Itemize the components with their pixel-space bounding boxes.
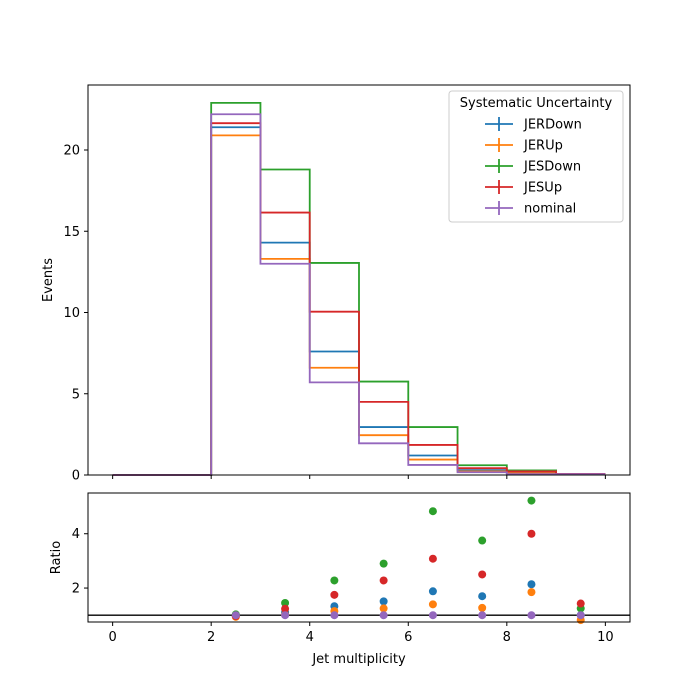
ratio-point-jesup	[379, 576, 388, 585]
ratio-axes-frame	[87, 492, 631, 623]
ratio-point-jesdown	[379, 559, 388, 568]
ratio-x-tick-label: 0	[108, 630, 116, 645]
ratio-point-nominal	[231, 611, 240, 620]
ratio-point-jesup	[527, 529, 536, 538]
ratio-point-nominal	[428, 611, 437, 620]
main-y-tick-label: 20	[63, 144, 80, 159]
ratio-point-nominal	[527, 611, 536, 620]
legend-label-jerdown: JERDown	[523, 118, 582, 133]
ratio-point-jesup	[281, 604, 290, 613]
ratio-y-tick-label: 2	[72, 582, 80, 597]
main-y-tick-label: 10	[63, 306, 80, 321]
ratio-point-nominal	[330, 611, 339, 620]
ratio-point-jesdown	[281, 598, 290, 607]
ratio-point-jerdown	[478, 592, 487, 601]
ratio-x-tick-label: 2	[207, 630, 215, 645]
ratio-point-jesup	[330, 590, 339, 599]
legend-label-jesup: JESUp	[523, 181, 562, 196]
ratio-point-jesup	[478, 570, 487, 579]
ratio-y-axis-label: Ratio	[49, 541, 64, 574]
ratio-plot-area	[88, 496, 630, 625]
legend-label-jesdown: JESDown	[523, 160, 581, 175]
ratio-panel: 0 2 4 6 8 10 2 4 Ratio Jet multiplicity	[49, 492, 631, 667]
ratio-point-nominal	[281, 611, 290, 620]
ratio-point-jesup	[576, 599, 585, 608]
ratio-point-jesdown	[330, 576, 339, 585]
main-y-tick-label: 15	[63, 225, 80, 240]
ratio-point-jesdown	[478, 536, 487, 545]
ratio-point-jerdown	[379, 597, 388, 606]
ratio-point-jerup	[428, 600, 437, 609]
ratio-point-nominal	[478, 611, 487, 620]
ratio-x-tick-label: 6	[404, 630, 412, 645]
main-plot-area	[112, 101, 606, 476]
ratio-axes: 0 2 4 6 8 10 2 4	[72, 527, 614, 645]
ratio-point-jerup	[527, 588, 536, 597]
main-histogram-panel: 0 5 10 15 20 Events	[41, 84, 631, 484]
legend-label-jerup: JERUp	[523, 139, 563, 154]
legend: Systematic Uncertainty JERDown JERUp JESDo…	[448, 90, 624, 223]
legend-items: JERDown JERUp JESDown JESUp nominal	[485, 117, 582, 217]
main-axes: 0 5 10 15 20	[63, 144, 606, 484]
ratio-point-jerdown	[428, 587, 437, 596]
legend-label-nominal: nominal	[524, 202, 576, 217]
ratio-point-jesdown	[527, 496, 536, 505]
legend-title: Systematic Uncertainty	[460, 96, 613, 111]
ratio-point-jerup	[379, 604, 388, 613]
main-y-tick-label: 5	[72, 387, 80, 402]
histogram-step-nominal	[112, 113, 606, 476]
ratio-point-jesdown	[428, 507, 437, 516]
ratio-point-jerup	[478, 603, 487, 612]
x-axis-label: Jet multiplicity	[311, 652, 406, 667]
main-axes-frame	[87, 84, 631, 476]
ratio-point-nominal	[379, 611, 388, 620]
ratio-x-tick-label: 4	[306, 630, 314, 645]
main-y-axis-label: Events	[41, 258, 56, 302]
ratio-point-jesup	[428, 554, 437, 563]
ratio-point-nominal	[576, 611, 585, 620]
ratio-x-tick-label: 10	[597, 630, 614, 645]
main-y-tick-label: 0	[72, 469, 80, 484]
ratio-point-jerdown	[527, 580, 536, 589]
ratio-x-tick-label: 8	[503, 630, 511, 645]
ratio-y-tick-label: 4	[72, 527, 80, 542]
